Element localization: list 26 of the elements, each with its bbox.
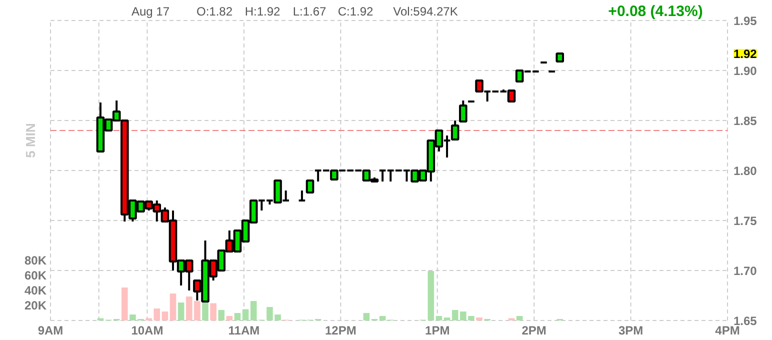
- y2-tick-label: 40K: [24, 284, 47, 298]
- text: H:1.92: [244, 4, 281, 18]
- y2-tick-label: 60K: [24, 268, 47, 282]
- y-tick-label: 1.70: [734, 264, 758, 278]
- text: 1.92: [734, 47, 758, 61]
- y-tick-label: 1.90: [734, 64, 758, 78]
- text: C:1.92: [338, 4, 374, 18]
- x-tick-label: 10AM: [131, 324, 164, 338]
- y2-tick-label: 20K: [24, 298, 47, 312]
- x-tick-label: 12PM: [324, 324, 356, 338]
- y-tick-label: 1.75: [734, 214, 758, 228]
- x-tick-label: 11AM: [228, 324, 260, 338]
- x-tick-label: 3PM: [618, 324, 644, 338]
- x-tick-label: 2PM: [522, 324, 546, 338]
- text: O:1.82: [196, 4, 233, 18]
- text: L:1.67: [292, 4, 327, 18]
- text: +0.08 (4.13%): [608, 3, 703, 20]
- y2-tick-label: 80K: [24, 254, 47, 268]
- y-tick-label: 1.85: [734, 114, 758, 128]
- y-tick-label: 1.95: [734, 14, 758, 28]
- y-tick-label: 1.80: [734, 164, 758, 178]
- text: Aug 17: [131, 4, 170, 18]
- x-tick-label: 9AM: [38, 324, 64, 338]
- text: Vol:594.27K: [393, 4, 458, 18]
- x-tick-label: 1PM: [425, 324, 450, 338]
- x-tick-label: 4PM: [715, 324, 740, 338]
